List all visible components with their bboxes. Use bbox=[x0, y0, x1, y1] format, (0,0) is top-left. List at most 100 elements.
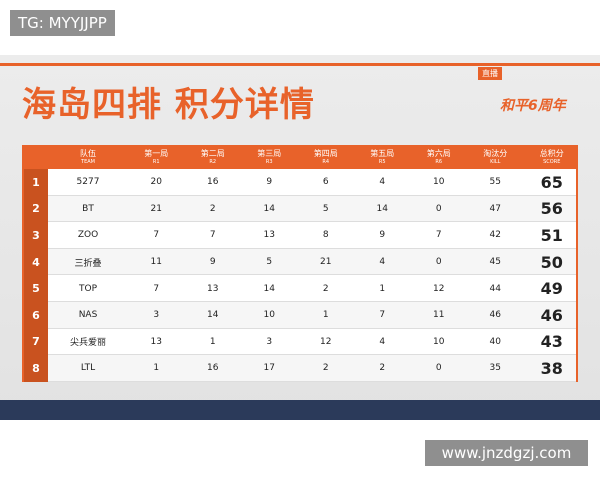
score-cell: 17 bbox=[263, 363, 275, 374]
column-header: 第五局 R5 bbox=[354, 147, 411, 169]
score-cell: 7 bbox=[153, 283, 160, 294]
score-cell: 3 bbox=[153, 310, 160, 321]
score-cell: 13 bbox=[263, 230, 275, 241]
score-cell: 4 bbox=[379, 336, 386, 347]
score-cell: 16 bbox=[207, 363, 219, 374]
total-score: 49 bbox=[540, 279, 563, 299]
score-cell: 4 bbox=[379, 177, 386, 188]
score-cell: 47 bbox=[489, 203, 501, 214]
score-cell: 5 bbox=[322, 203, 329, 214]
header-zh: 第三局 bbox=[257, 149, 282, 158]
column-header: 第二局 R2 bbox=[185, 147, 242, 169]
total-score: 43 bbox=[540, 332, 563, 352]
score-cell: 46 bbox=[489, 310, 501, 321]
score-cell: 7 bbox=[379, 310, 386, 321]
score-cell: 14 bbox=[263, 203, 275, 214]
logo: 和平6周年 bbox=[500, 98, 566, 114]
header-en: R2 bbox=[209, 159, 217, 165]
column-header: 总积分 SCORE bbox=[524, 147, 581, 169]
score-cell: 16 bbox=[207, 177, 219, 188]
score-cell: 7 bbox=[209, 230, 216, 241]
score-cell: 20 bbox=[150, 177, 162, 188]
total-score: 56 bbox=[540, 199, 563, 219]
score-cell: 4 bbox=[379, 257, 386, 268]
score-cell: 12 bbox=[433, 283, 445, 294]
footer-watermark: www.jnzdgzj.com bbox=[425, 440, 588, 466]
score-cell: 8 bbox=[322, 230, 329, 241]
header-zh: 第二局 bbox=[200, 149, 225, 158]
column-header: 第三局 R3 bbox=[241, 147, 298, 169]
header-zh: 第一局 bbox=[144, 149, 169, 158]
total-score: 46 bbox=[540, 305, 563, 325]
header-zh: 淘汰分 bbox=[483, 149, 508, 158]
score-cell: 11 bbox=[433, 310, 445, 321]
column-header: 第六局 R6 bbox=[411, 147, 468, 169]
score-cell: 21 bbox=[320, 257, 332, 268]
bottom-bar bbox=[0, 400, 600, 420]
score-cell: 12 bbox=[320, 336, 332, 347]
total-score: 50 bbox=[540, 252, 563, 272]
score-cell: 6 bbox=[322, 177, 329, 188]
rank: 1 bbox=[24, 169, 48, 196]
column-header: 第一局 R1 bbox=[128, 147, 185, 169]
team-name: 尖兵爱丽 bbox=[69, 338, 106, 349]
score-cell: 9 bbox=[266, 177, 273, 188]
score-cell: 1 bbox=[322, 310, 329, 321]
accent-line bbox=[0, 63, 600, 66]
row-bg bbox=[24, 248, 576, 276]
score-cell: 0 bbox=[435, 363, 442, 374]
score-cell: 55 bbox=[489, 177, 501, 188]
column-header: 淘汰分 KILL bbox=[467, 147, 524, 169]
row-bg bbox=[24, 169, 576, 196]
score-cell: 11 bbox=[150, 257, 162, 268]
watermark: TG: MYYJJPP bbox=[10, 10, 115, 36]
score-cell: 10 bbox=[263, 310, 275, 321]
column-header: 队伍 TEAM bbox=[48, 147, 128, 169]
score-table: 队伍 TEAM 第一局 R1 第二局 R2 第三局 R3 第四局 R4 第五局 R5 第六局 R6 淘汰分 K… bbox=[22, 145, 578, 382]
score-cell: 7 bbox=[153, 230, 160, 241]
score-cell: 10 bbox=[433, 177, 445, 188]
score-cell: 2 bbox=[209, 203, 216, 214]
header-en: KILL bbox=[490, 159, 501, 165]
score-cell: 9 bbox=[209, 257, 216, 268]
team-name: NAS bbox=[78, 310, 98, 321]
total-score: 51 bbox=[540, 225, 563, 245]
badge: 直播 bbox=[478, 67, 502, 80]
row-bg bbox=[24, 302, 576, 329]
team-name: BT bbox=[82, 203, 94, 214]
score-cell: 0 bbox=[435, 257, 442, 268]
score-cell: 5 bbox=[266, 257, 273, 268]
score-cell: 9 bbox=[379, 230, 386, 241]
score-cell: 40 bbox=[489, 336, 501, 347]
total-score: 38 bbox=[540, 358, 563, 378]
rank: 4 bbox=[24, 248, 48, 276]
score-cell: 10 bbox=[433, 336, 445, 347]
header-zh: 第六局 bbox=[426, 149, 451, 158]
header-en: R6 bbox=[435, 159, 443, 165]
header-zh: 总积分 bbox=[539, 149, 564, 158]
score-cell: 1 bbox=[379, 283, 386, 294]
header-zh: 队伍 bbox=[80, 149, 96, 158]
team-name: ZOO bbox=[77, 230, 99, 241]
score-cell: 7 bbox=[435, 230, 442, 241]
screenshot: 海岛四排 积分详情 直播 和平6周年 队伍 TEAM 第一局 R1 第二局 R2 第三局 R3… bbox=[0, 55, 600, 420]
score-cell: 1 bbox=[153, 363, 160, 374]
rank: 7 bbox=[24, 328, 48, 356]
header-en: R1 bbox=[152, 159, 160, 165]
score-cell: 45 bbox=[489, 257, 501, 268]
row-bg bbox=[24, 275, 576, 302]
title: 海岛四排 积分详情 bbox=[22, 85, 315, 125]
rank: 2 bbox=[24, 195, 48, 223]
row-bg bbox=[24, 328, 576, 356]
header-zh: 第五局 bbox=[370, 149, 395, 158]
score-cell: 44 bbox=[489, 283, 501, 294]
total-score: 65 bbox=[540, 172, 563, 192]
header-en: TEAM bbox=[81, 159, 95, 165]
score-cell: 21 bbox=[150, 203, 162, 214]
rank: 6 bbox=[24, 302, 48, 329]
score-cell: 14 bbox=[207, 310, 219, 321]
score-cell: 35 bbox=[489, 363, 501, 374]
score-cell: 1 bbox=[209, 336, 216, 347]
header-zh: 第四局 bbox=[313, 149, 338, 158]
